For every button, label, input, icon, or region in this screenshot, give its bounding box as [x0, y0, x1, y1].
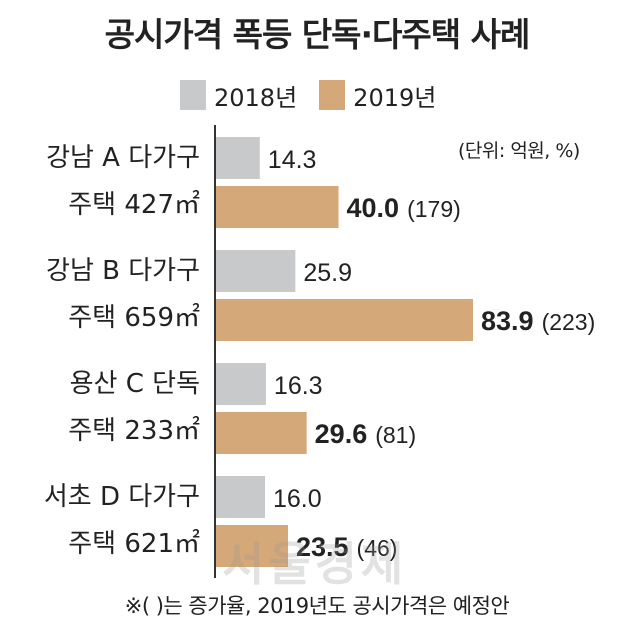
value-label-2018: 25.9 [303, 259, 352, 287]
increase-rate-label: (81) [375, 422, 416, 448]
bar-2018 [216, 363, 266, 405]
category-label: 용산 C 단독 [70, 369, 200, 399]
value-label-2018: 16.0 [273, 485, 322, 513]
value-label-2019: 40.0 [347, 193, 400, 223]
value-label-2019: 23.5 [296, 532, 349, 562]
legend: 2018년 2019년 [180, 78, 458, 112]
increase-rate-label: (223) [542, 309, 596, 335]
category-label: 주택 427㎡ [68, 190, 200, 220]
legend-swatch-2018 [180, 80, 206, 110]
legend-item-2019: 2019년 [319, 78, 436, 113]
value-label-2019: 29.6 [315, 419, 368, 449]
legend-label-2018: 2018년 [214, 83, 298, 112]
value-label-2019: 83.9 [481, 306, 534, 336]
bar-2019 [216, 525, 288, 567]
bar-2018 [216, 476, 266, 518]
footnote: ※( )는 증가율, 2019년도 공시가격은 예정안 [124, 594, 510, 618]
unit-label: (단위: 억원, %) [458, 140, 580, 162]
bar-2018 [216, 250, 296, 292]
bar-2019 [216, 412, 307, 454]
legend-item-2018: 2018년 [180, 78, 297, 113]
category-label: 강남 B 다가구 [46, 256, 200, 286]
category-label: 주택 621㎡ [68, 529, 200, 559]
value-label-2018: 16.3 [274, 372, 323, 400]
category-label: 강남 A 다가구 [46, 143, 200, 173]
legend-label-2019: 2019년 [353, 83, 437, 112]
legend-swatch-2019 [319, 80, 346, 110]
category-label: 서초 D 다가구 [44, 482, 200, 512]
value-label-2018: 14.3 [268, 146, 317, 174]
increase-rate-label: (179) [407, 196, 461, 222]
category-label: 주택 659㎡ [68, 303, 200, 333]
bar-2019 [216, 186, 339, 228]
category-label: 주택 233㎡ [68, 416, 200, 446]
increase-rate-label: (46) [357, 535, 398, 561]
bar-2018 [216, 137, 260, 179]
chart-title: 공시가격 폭등 단독·다주택 사례 [104, 15, 531, 54]
bar-2019 [216, 299, 473, 341]
